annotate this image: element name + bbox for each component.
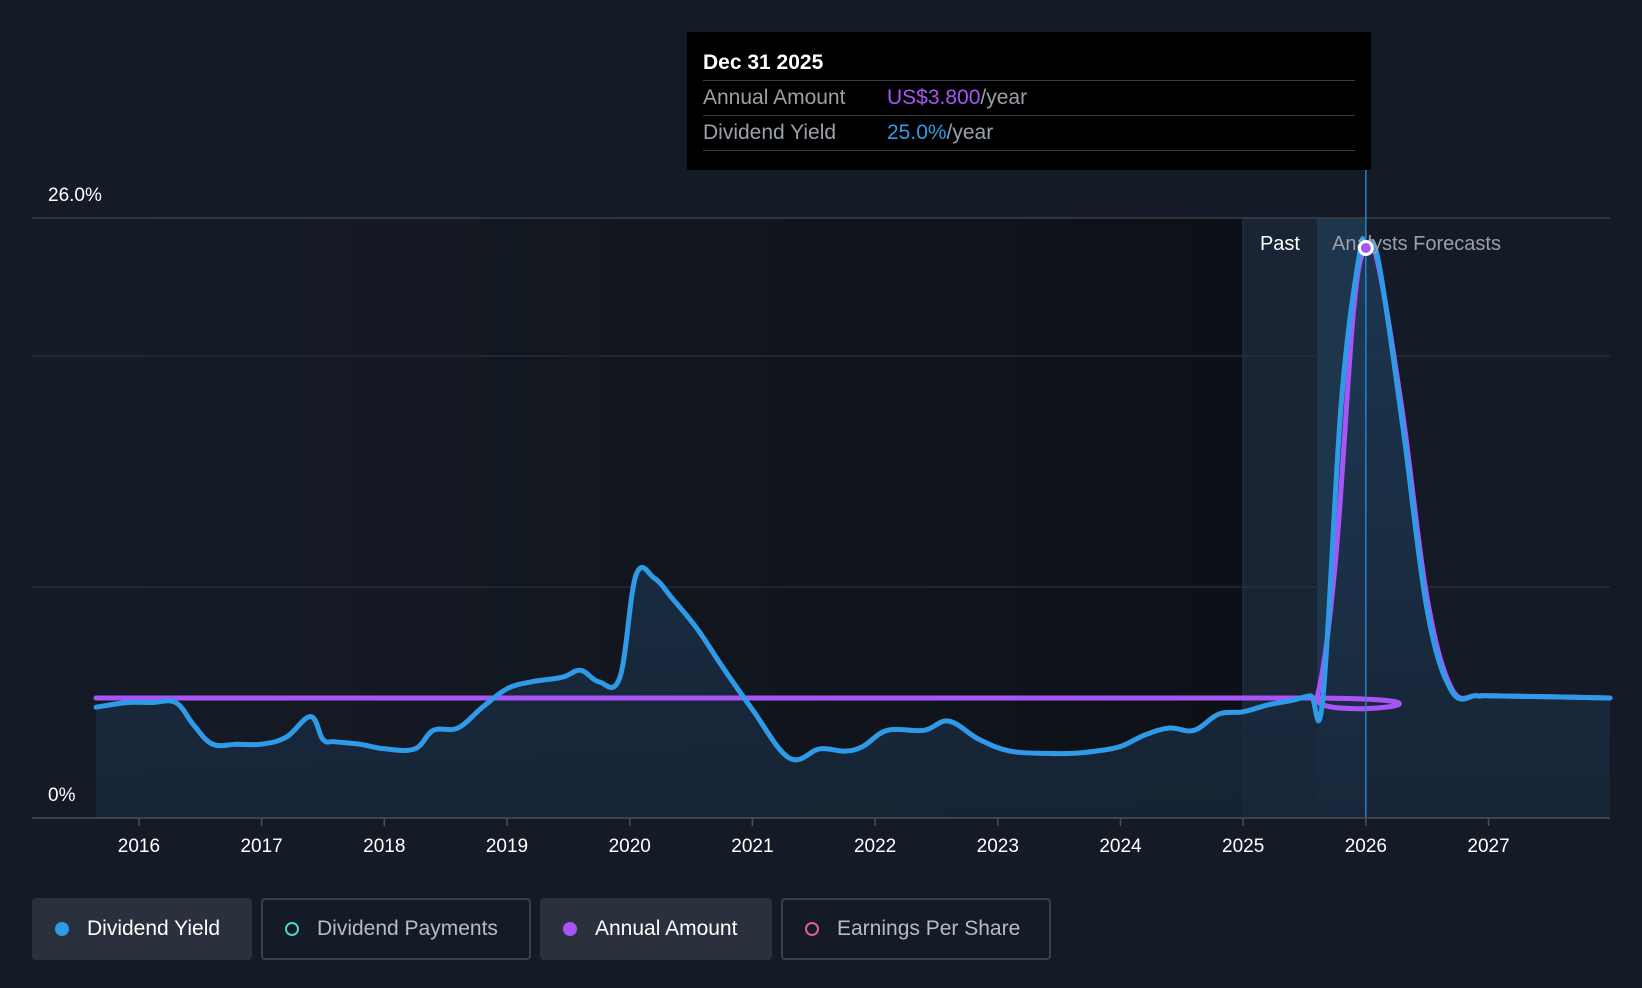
x-tick-label: 2024 bbox=[1099, 836, 1142, 857]
hollow-dot-icon bbox=[805, 922, 819, 936]
x-tick-label: 2021 bbox=[731, 836, 773, 857]
forecast-region-label: Analysts Forecasts bbox=[1332, 233, 1501, 255]
filled-dot-icon bbox=[55, 922, 69, 936]
legend-label: Dividend Payments bbox=[317, 917, 498, 940]
hollow-dot-icon bbox=[285, 922, 299, 936]
x-tick-label: 2018 bbox=[363, 836, 405, 857]
tooltip-row-annual-amount: Annual Amount US$3.800 /year bbox=[703, 81, 1355, 116]
legend-label: Dividend Yield bbox=[87, 917, 221, 940]
legend-item-annual-amount[interactable]: Annual Amount bbox=[540, 898, 772, 960]
x-tick-label: 2027 bbox=[1467, 836, 1509, 857]
data-tooltip: Dec 31 2025 Annual Amount US$3.800 /year… bbox=[687, 32, 1371, 170]
tooltip-date: Dec 31 2025 bbox=[703, 48, 1355, 81]
legend-label: Earnings Per Share bbox=[837, 917, 1021, 940]
tooltip-row-dividend-yield: Dividend Yield 25.0% /year bbox=[703, 116, 1355, 151]
highlight-marker-core bbox=[1360, 243, 1371, 253]
dividend-yield-area bbox=[96, 238, 1610, 818]
y-axis-min-label: 0% bbox=[48, 785, 76, 806]
legend-item-dividend-yield[interactable]: Dividend Yield bbox=[32, 898, 252, 960]
tooltip-value: US$3.800 bbox=[887, 86, 981, 109]
x-tick-label: 2026 bbox=[1345, 836, 1387, 857]
tooltip-unit: /year bbox=[980, 86, 1028, 109]
tooltip-value: 25.0% bbox=[887, 121, 947, 144]
chart-legend: Dividend Yield Dividend Payments Annual … bbox=[32, 898, 1051, 962]
legend-item-dividend-payments[interactable]: Dividend Payments bbox=[261, 898, 531, 960]
x-tick-label: 2016 bbox=[118, 836, 160, 857]
x-tick-label: 2019 bbox=[486, 836, 528, 857]
filled-dot-icon bbox=[563, 922, 577, 936]
legend-label: Annual Amount bbox=[595, 917, 738, 940]
tooltip-unit: /year bbox=[946, 121, 994, 144]
x-tick-label: 2017 bbox=[240, 836, 282, 857]
tooltip-label: Dividend Yield bbox=[703, 121, 837, 144]
past-region-label: Past bbox=[1260, 233, 1300, 255]
dividend-yield-line[interactable] bbox=[93, 236, 1613, 763]
x-tick-label: 2022 bbox=[854, 836, 896, 857]
x-tick-label: 2025 bbox=[1222, 836, 1264, 857]
legend-item-earnings-per-share[interactable]: Earnings Per Share bbox=[781, 898, 1051, 960]
x-axis-ticks: 2016 2017 2018 2019 2020 2021 2022 2023 2024 2025… bbox=[118, 818, 1510, 857]
x-tick-label: 2023 bbox=[977, 836, 1019, 857]
y-axis-max-label: 26.0% bbox=[48, 185, 102, 206]
tooltip-label: Annual Amount bbox=[703, 86, 846, 109]
x-tick-label: 2020 bbox=[609, 836, 651, 857]
